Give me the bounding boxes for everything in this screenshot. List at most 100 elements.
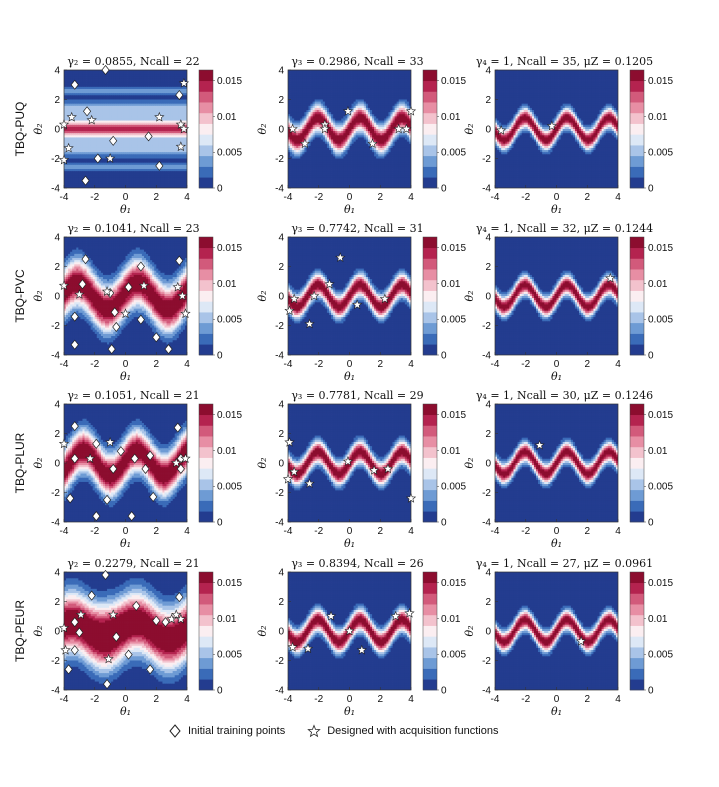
heatmap-cell (127, 95, 130, 98)
heatmap-cell (329, 97, 332, 100)
heatmap-cell (146, 99, 149, 103)
heatmap-cell (184, 95, 187, 98)
heatmap-cell (86, 105, 89, 109)
heatmap-cell (398, 120, 402, 124)
heatmap-cell (341, 95, 344, 98)
heatmap-cell (102, 82, 106, 86)
heatmap-cell (98, 103, 102, 107)
heatmap-cell (406, 74, 410, 77)
heatmap-cell (174, 171, 178, 174)
heatmap-cell (141, 166, 145, 170)
heatmap-cell (141, 177, 145, 180)
heatmap-cell (84, 103, 87, 107)
heatmap-cell (82, 101, 85, 105)
heatmap-cell (363, 116, 367, 119)
heatmap-cell (316, 107, 320, 111)
heatmap-cell (168, 86, 171, 90)
heatmap-cell (141, 95, 145, 98)
heatmap-cell (361, 70, 365, 73)
heatmap-cell (329, 76, 332, 79)
heatmap-cell (154, 154, 157, 157)
heatmap-cell (135, 112, 139, 115)
heatmap-cell (88, 171, 92, 174)
heatmap-cell (131, 152, 135, 155)
heatmap-cell (402, 107, 406, 111)
heatmap-cell (154, 84, 157, 88)
heatmap-cell (347, 118, 350, 121)
heatmap-cell (388, 103, 391, 107)
heatmap-cell (78, 175, 81, 178)
heatmap-cell (363, 95, 367, 98)
heatmap-cell (341, 78, 344, 81)
heatmap-cell (94, 139, 98, 143)
heatmap-cell (105, 158, 108, 162)
heatmap-cell (160, 84, 163, 88)
heatmap-cell (115, 135, 118, 138)
heatmap-cell (131, 139, 135, 143)
heatmap-cell (96, 84, 100, 88)
heatmap-cell (320, 82, 324, 86)
heatmap-cell (68, 101, 71, 105)
heatmap-cell (370, 72, 373, 75)
heatmap-cell (127, 101, 130, 105)
heatmap-cell (141, 126, 145, 130)
heatmap-cell (324, 86, 328, 90)
heatmap-cell (90, 181, 94, 185)
heatmap-cell (166, 97, 169, 100)
heatmap-cell (98, 181, 102, 185)
heatmap-cell (107, 135, 110, 138)
heatmap-cell (94, 122, 98, 126)
heatmap-cell (135, 158, 139, 162)
heatmap-cell (322, 91, 326, 94)
heatmap-cell (310, 120, 313, 124)
heatmap-cell (355, 99, 359, 103)
heatmap-cell (117, 137, 120, 140)
heatmap-cell (292, 101, 295, 105)
heatmap-cell (100, 80, 104, 84)
heatmap-cell (68, 91, 71, 94)
heatmap-cell (88, 147, 92, 151)
heatmap-cell (339, 93, 342, 96)
heatmap-cell (164, 86, 167, 90)
heatmap-cell (64, 175, 67, 178)
heatmap-cell (100, 185, 104, 188)
heatmap-cell (129, 141, 133, 145)
heatmap-cell (158, 181, 161, 185)
heatmap-cell (125, 120, 128, 124)
heatmap-cell (109, 86, 112, 90)
heatmap-cell (160, 107, 163, 111)
heatmap-cell (182, 137, 186, 140)
heatmap-cell (316, 116, 320, 119)
heatmap-cell (343, 78, 346, 81)
heatmap-cell (184, 166, 187, 170)
heatmap-cell (90, 82, 94, 86)
heatmap-cell (78, 110, 81, 113)
heatmap-cell (64, 118, 67, 121)
heatmap-cell (164, 118, 167, 121)
heatmap-cell (296, 88, 299, 92)
heatmap-cell (322, 95, 326, 98)
heatmap-cell (76, 120, 79, 124)
heatmap-cell (164, 185, 167, 188)
heatmap-cell (335, 122, 338, 126)
heatmap-cell (376, 99, 379, 103)
heatmap-cell (143, 118, 147, 121)
heatmap-cell (90, 145, 94, 149)
heatmap-cell (80, 84, 83, 88)
heatmap-cell (68, 185, 71, 188)
heatmap-cell (345, 72, 348, 75)
heatmap-cell (345, 76, 348, 79)
heatmap-cell (152, 76, 155, 79)
heatmap-cell (404, 101, 408, 105)
heatmap-cell (292, 120, 295, 124)
heatmap-cell (84, 169, 87, 172)
heatmap-cell (143, 169, 147, 172)
heatmap-cell (105, 173, 108, 176)
heatmap-cell (68, 124, 71, 128)
heatmap-cell (382, 72, 385, 75)
heatmap-cell (96, 76, 100, 79)
heatmap-cell (74, 171, 77, 174)
heatmap-cell (127, 158, 130, 162)
heatmap-cell (172, 133, 176, 136)
heatmap-cell (390, 107, 393, 111)
